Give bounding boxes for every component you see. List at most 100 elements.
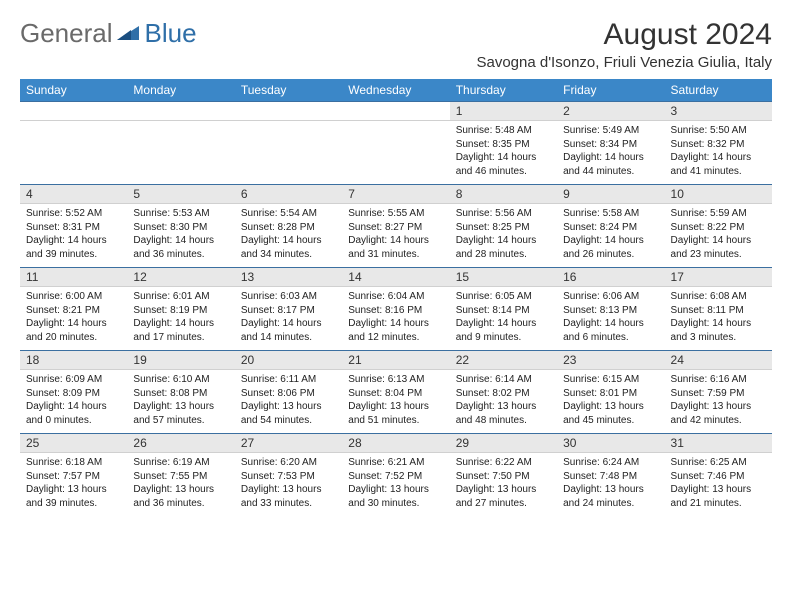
day-number-cell: 31 [665,434,772,453]
day-number-cell: 15 [450,268,557,287]
sunrise-line: Sunrise: 6:21 AM [348,456,443,470]
calendar-table: Sunday Monday Tuesday Wednesday Thursday… [20,79,772,517]
sunset-line: Sunset: 8:01 PM [563,387,658,401]
day-detail-cell: Sunrise: 5:56 AMSunset: 8:25 PMDaylight:… [450,204,557,268]
daylight-line: Daylight: 13 hours and 57 minutes. [133,400,228,427]
day-number-cell: 27 [235,434,342,453]
sunrise-line: Sunrise: 6:10 AM [133,373,228,387]
day-detail-cell: Sunrise: 6:11 AMSunset: 8:06 PMDaylight:… [235,370,342,434]
sunrise-line: Sunrise: 6:11 AM [241,373,336,387]
day-detail-cell: Sunrise: 5:52 AMSunset: 8:31 PMDaylight:… [20,204,127,268]
weekday-header: Wednesday [342,79,449,102]
day-number-cell: 4 [20,185,127,204]
sunrise-line: Sunrise: 6:24 AM [563,456,658,470]
day-detail-cell: Sunrise: 6:19 AMSunset: 7:55 PMDaylight:… [127,453,234,517]
day-number-cell: 21 [342,351,449,370]
sunset-line: Sunset: 8:24 PM [563,221,658,235]
day-number-cell: 30 [557,434,664,453]
sunset-line: Sunset: 8:19 PM [133,304,228,318]
day-number-cell [20,102,127,121]
daynum-row: 18192021222324 [20,351,772,370]
detail-row: Sunrise: 6:00 AMSunset: 8:21 PMDaylight:… [20,287,772,351]
sunrise-line: Sunrise: 5:59 AM [671,207,766,221]
weekday-header: Monday [127,79,234,102]
day-number-cell: 7 [342,185,449,204]
sunrise-line: Sunrise: 5:56 AM [456,207,551,221]
day-number-cell: 22 [450,351,557,370]
sunset-line: Sunset: 8:25 PM [456,221,551,235]
day-number-cell: 6 [235,185,342,204]
day-detail-cell [20,121,127,185]
sunset-line: Sunset: 8:08 PM [133,387,228,401]
daylight-line: Daylight: 14 hours and 36 minutes. [133,234,228,261]
day-number-cell: 28 [342,434,449,453]
daylight-line: Daylight: 13 hours and 33 minutes. [241,483,336,510]
daylight-line: Daylight: 14 hours and 14 minutes. [241,317,336,344]
daynum-row: 11121314151617 [20,268,772,287]
day-detail-cell: Sunrise: 5:53 AMSunset: 8:30 PMDaylight:… [127,204,234,268]
day-detail-cell [342,121,449,185]
sunset-line: Sunset: 7:46 PM [671,470,766,484]
sunrise-line: Sunrise: 5:54 AM [241,207,336,221]
daylight-line: Daylight: 14 hours and 41 minutes. [671,151,766,178]
sunset-line: Sunset: 8:22 PM [671,221,766,235]
sunrise-line: Sunrise: 6:14 AM [456,373,551,387]
daylight-line: Daylight: 13 hours and 42 minutes. [671,400,766,427]
sunset-line: Sunset: 7:59 PM [671,387,766,401]
daylight-line: Daylight: 13 hours and 45 minutes. [563,400,658,427]
detail-row: Sunrise: 5:48 AMSunset: 8:35 PMDaylight:… [20,121,772,185]
detail-row: Sunrise: 5:52 AMSunset: 8:31 PMDaylight:… [20,204,772,268]
day-detail-cell: Sunrise: 6:13 AMSunset: 8:04 PMDaylight:… [342,370,449,434]
day-detail-cell: Sunrise: 6:21 AMSunset: 7:52 PMDaylight:… [342,453,449,517]
day-detail-cell: Sunrise: 6:05 AMSunset: 8:14 PMDaylight:… [450,287,557,351]
sunset-line: Sunset: 8:16 PM [348,304,443,318]
day-number-cell: 10 [665,185,772,204]
sunset-line: Sunset: 7:50 PM [456,470,551,484]
day-number-cell [342,102,449,121]
sunset-line: Sunset: 8:35 PM [456,138,551,152]
day-detail-cell: Sunrise: 6:01 AMSunset: 8:19 PMDaylight:… [127,287,234,351]
day-detail-cell [127,121,234,185]
sunset-line: Sunset: 8:34 PM [563,138,658,152]
daylight-line: Daylight: 14 hours and 31 minutes. [348,234,443,261]
sunrise-line: Sunrise: 6:03 AM [241,290,336,304]
daylight-line: Daylight: 14 hours and 17 minutes. [133,317,228,344]
day-detail-cell [235,121,342,185]
day-number-cell: 23 [557,351,664,370]
sunset-line: Sunset: 8:32 PM [671,138,766,152]
sunset-line: Sunset: 8:21 PM [26,304,121,318]
header: General Blue August 2024 Savogna d'Isonz… [20,18,772,71]
daylight-line: Daylight: 13 hours and 36 minutes. [133,483,228,510]
daylight-line: Daylight: 14 hours and 3 minutes. [671,317,766,344]
day-number-cell: 9 [557,185,664,204]
sunset-line: Sunset: 7:52 PM [348,470,443,484]
daylight-line: Daylight: 14 hours and 20 minutes. [26,317,121,344]
day-number-cell: 5 [127,185,234,204]
daylight-line: Daylight: 14 hours and 6 minutes. [563,317,658,344]
day-detail-cell: Sunrise: 6:24 AMSunset: 7:48 PMDaylight:… [557,453,664,517]
sunset-line: Sunset: 8:17 PM [241,304,336,318]
sunrise-line: Sunrise: 5:52 AM [26,207,121,221]
weekday-header: Friday [557,79,664,102]
page-subtitle: Savogna d'Isonzo, Friuli Venezia Giulia,… [476,54,772,71]
day-detail-cell: Sunrise: 5:55 AMSunset: 8:27 PMDaylight:… [342,204,449,268]
day-number-cell: 13 [235,268,342,287]
day-detail-cell: Sunrise: 6:15 AMSunset: 8:01 PMDaylight:… [557,370,664,434]
sunset-line: Sunset: 7:57 PM [26,470,121,484]
sunrise-line: Sunrise: 5:58 AM [563,207,658,221]
sunset-line: Sunset: 8:27 PM [348,221,443,235]
daylight-line: Daylight: 14 hours and 0 minutes. [26,400,121,427]
sunset-line: Sunset: 7:48 PM [563,470,658,484]
day-detail-cell: Sunrise: 5:49 AMSunset: 8:34 PMDaylight:… [557,121,664,185]
day-detail-cell: Sunrise: 6:04 AMSunset: 8:16 PMDaylight:… [342,287,449,351]
day-detail-cell: Sunrise: 5:58 AMSunset: 8:24 PMDaylight:… [557,204,664,268]
daylight-line: Daylight: 14 hours and 23 minutes. [671,234,766,261]
sunrise-line: Sunrise: 6:05 AM [456,290,551,304]
day-number-cell: 17 [665,268,772,287]
weekday-header: Thursday [450,79,557,102]
sunrise-line: Sunrise: 6:04 AM [348,290,443,304]
daylight-line: Daylight: 13 hours and 51 minutes. [348,400,443,427]
day-detail-cell: Sunrise: 6:06 AMSunset: 8:13 PMDaylight:… [557,287,664,351]
daylight-line: Daylight: 13 hours and 48 minutes. [456,400,551,427]
detail-row: Sunrise: 6:09 AMSunset: 8:09 PMDaylight:… [20,370,772,434]
